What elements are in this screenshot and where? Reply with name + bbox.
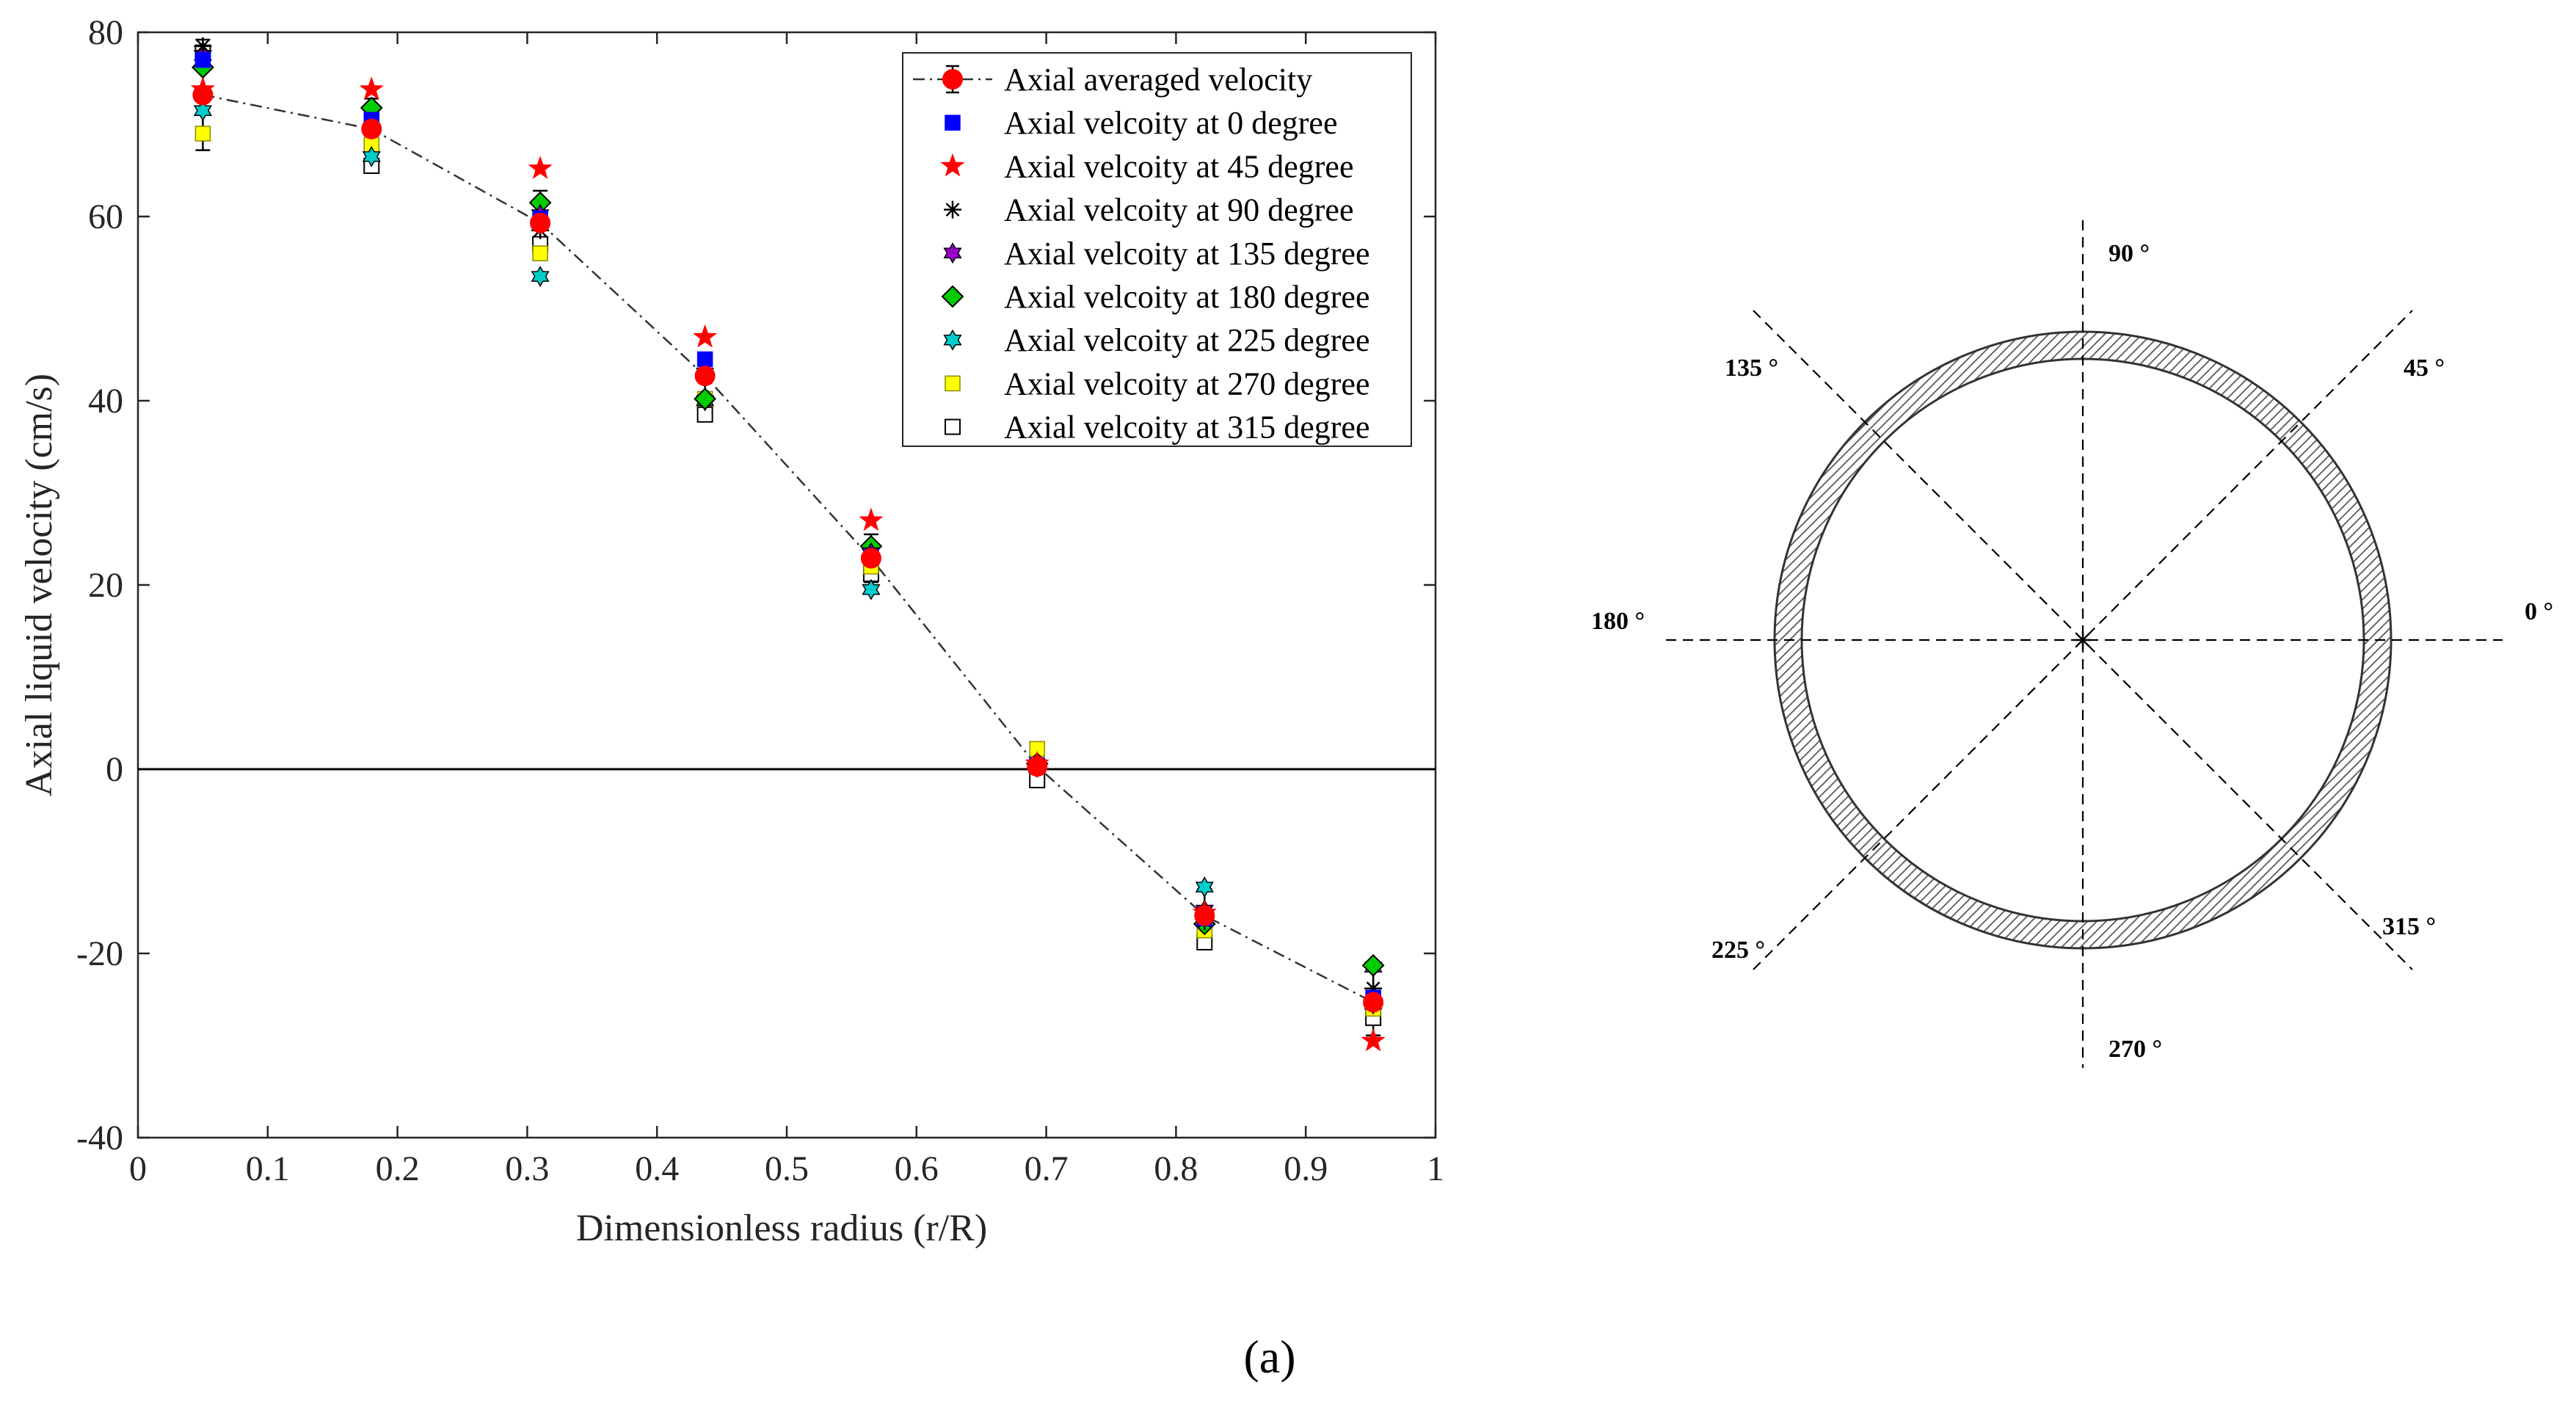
legend-marker <box>944 200 961 219</box>
data-markers <box>190 37 1386 1052</box>
legend-item: Axial velcoity at 225 degree <box>943 322 1369 358</box>
data-point <box>696 351 713 368</box>
data-point <box>194 37 212 55</box>
data-point <box>361 118 382 139</box>
data-point <box>194 126 211 142</box>
panel-label: (a) <box>1243 1331 1295 1383</box>
data-point <box>859 507 884 531</box>
data-point <box>528 156 553 179</box>
y-tick-label: -20 <box>76 934 123 973</box>
legend-marker <box>943 242 962 264</box>
legend-item: Axial velcoity at 180 degree <box>941 279 1369 315</box>
data-point <box>362 145 381 167</box>
y-tick-labels: -40 -20 0 20 40 60 80 <box>76 13 123 1157</box>
legend-label: Axial velcoity at 135 degree <box>1004 236 1369 272</box>
y-axis-label: Axial liquid velocity (cm/s) <box>18 374 60 796</box>
legend-marker <box>941 285 964 308</box>
y-tick-label: 60 <box>88 197 123 236</box>
legend-item: Axial velcoity at 315 degree <box>945 410 1369 446</box>
x-tick-label: 0 <box>129 1149 147 1188</box>
x-tick-label: 0.5 <box>765 1149 809 1188</box>
legend-label: Axial velcoity at 270 degree <box>1004 366 1369 401</box>
legend-marker <box>945 114 961 131</box>
data-point <box>860 548 881 569</box>
legend-marker <box>942 69 963 90</box>
angle-label: 90 ° <box>2109 240 2150 267</box>
y-tick-label: 0 <box>106 750 123 789</box>
x-axis-label: Dimensionless radius (r/R) <box>576 1207 987 1249</box>
angle-label: 45 ° <box>2404 355 2445 382</box>
averaged-velocity-curve <box>203 94 1374 1003</box>
legend-label: Axial velcoity at 180 degree <box>1004 279 1369 315</box>
legend-item: Axial averaged velocity <box>913 62 1312 98</box>
data-point <box>192 84 214 106</box>
angle-label: 0 ° <box>2525 598 2553 625</box>
legend-marker <box>943 329 962 351</box>
averaged-velocity-line <box>203 94 1374 1003</box>
y-tick-label: 40 <box>88 382 123 421</box>
x-tick-label: 0.4 <box>635 1149 679 1188</box>
legend-label: Axial velcoity at 0 degree <box>1004 105 1337 141</box>
data-point <box>531 266 550 288</box>
data-point <box>1194 905 1215 926</box>
legend-marker <box>945 418 961 435</box>
legend-marker <box>945 375 961 392</box>
data-point <box>1027 756 1048 777</box>
x-tick-label: 0.9 <box>1284 1149 1328 1188</box>
data-point <box>1361 953 1385 977</box>
legend-item: Axial velcoity at 90 degree <box>944 192 1353 228</box>
data-point <box>359 76 384 101</box>
x-tick-label: 0.3 <box>505 1149 549 1188</box>
velocity-plot: 0 0.1 0.2 0.3 0.4 0.5 0.6 0.7 0.8 0.9 1 -40 -20 0 20 4… <box>18 13 1444 1249</box>
angle-labels: 0 ° 45 ° 90 ° 135 ° 180 ° 225 ° 270 ° 315 ° <box>1591 240 2553 1063</box>
y-tick-label: 20 <box>88 566 123 605</box>
data-point <box>1363 992 1384 1013</box>
data-point <box>1361 1028 1386 1052</box>
legend-label: Axial velcoity at 45 degree <box>1004 148 1353 184</box>
x-tick-label: 0.1 <box>246 1149 290 1188</box>
center-asterisk-icon <box>2074 631 2092 649</box>
y-tick-label: -40 <box>76 1119 123 1157</box>
legend-item: Axial velcoity at 45 degree <box>940 148 1353 184</box>
data-point <box>692 324 718 348</box>
data-point <box>1195 876 1214 898</box>
legend-box <box>902 52 1412 447</box>
x-tick-label: 0.7 <box>1025 1149 1069 1188</box>
x-tick-label: 0.6 <box>895 1149 939 1188</box>
cross-section-diagram: 0 ° 45 ° 90 ° 135 ° 180 ° 225 ° 270 ° 315 ° <box>1591 220 2553 1068</box>
data-point <box>530 212 551 233</box>
angle-label: 270 ° <box>2109 1036 2162 1063</box>
data-point <box>193 100 213 122</box>
legend-label: Axial velcoity at 225 degree <box>1004 322 1369 358</box>
data-point <box>694 388 717 410</box>
angle-label: 225 ° <box>1711 937 1765 964</box>
angle-label: 180 ° <box>1591 608 1645 635</box>
angle-label: 315 ° <box>2382 913 2436 940</box>
legend-label: Axial averaged velocity <box>1004 62 1312 98</box>
legend-label: Axial velcoity at 90 degree <box>1004 192 1353 228</box>
legend-item: Axial velcoity at 0 degree <box>945 105 1337 141</box>
legend: Axial averaged velocity Axial velcoity at… <box>902 52 1412 447</box>
x-tick-label: 0.2 <box>376 1149 420 1188</box>
angle-label: 135 ° <box>1725 355 1778 382</box>
data-point <box>694 366 716 387</box>
x-tick-label: 1 <box>1427 1149 1444 1188</box>
legend-item: Axial velcoity at 270 degree <box>945 366 1369 401</box>
data-point <box>194 51 211 68</box>
legend-marker <box>940 153 965 177</box>
legend-label: Axial velcoity at 315 degree <box>1004 410 1369 446</box>
data-point <box>532 245 548 261</box>
data-point <box>862 578 881 600</box>
y-tick-label: 80 <box>88 13 123 52</box>
x-tick-label: 0.8 <box>1154 1149 1198 1188</box>
x-tick-labels: 0 0.1 0.2 0.3 0.4 0.5 0.6 0.7 0.8 0.9 1 <box>129 1149 1444 1188</box>
legend-item: Axial velcoity at 135 degree <box>943 236 1369 272</box>
